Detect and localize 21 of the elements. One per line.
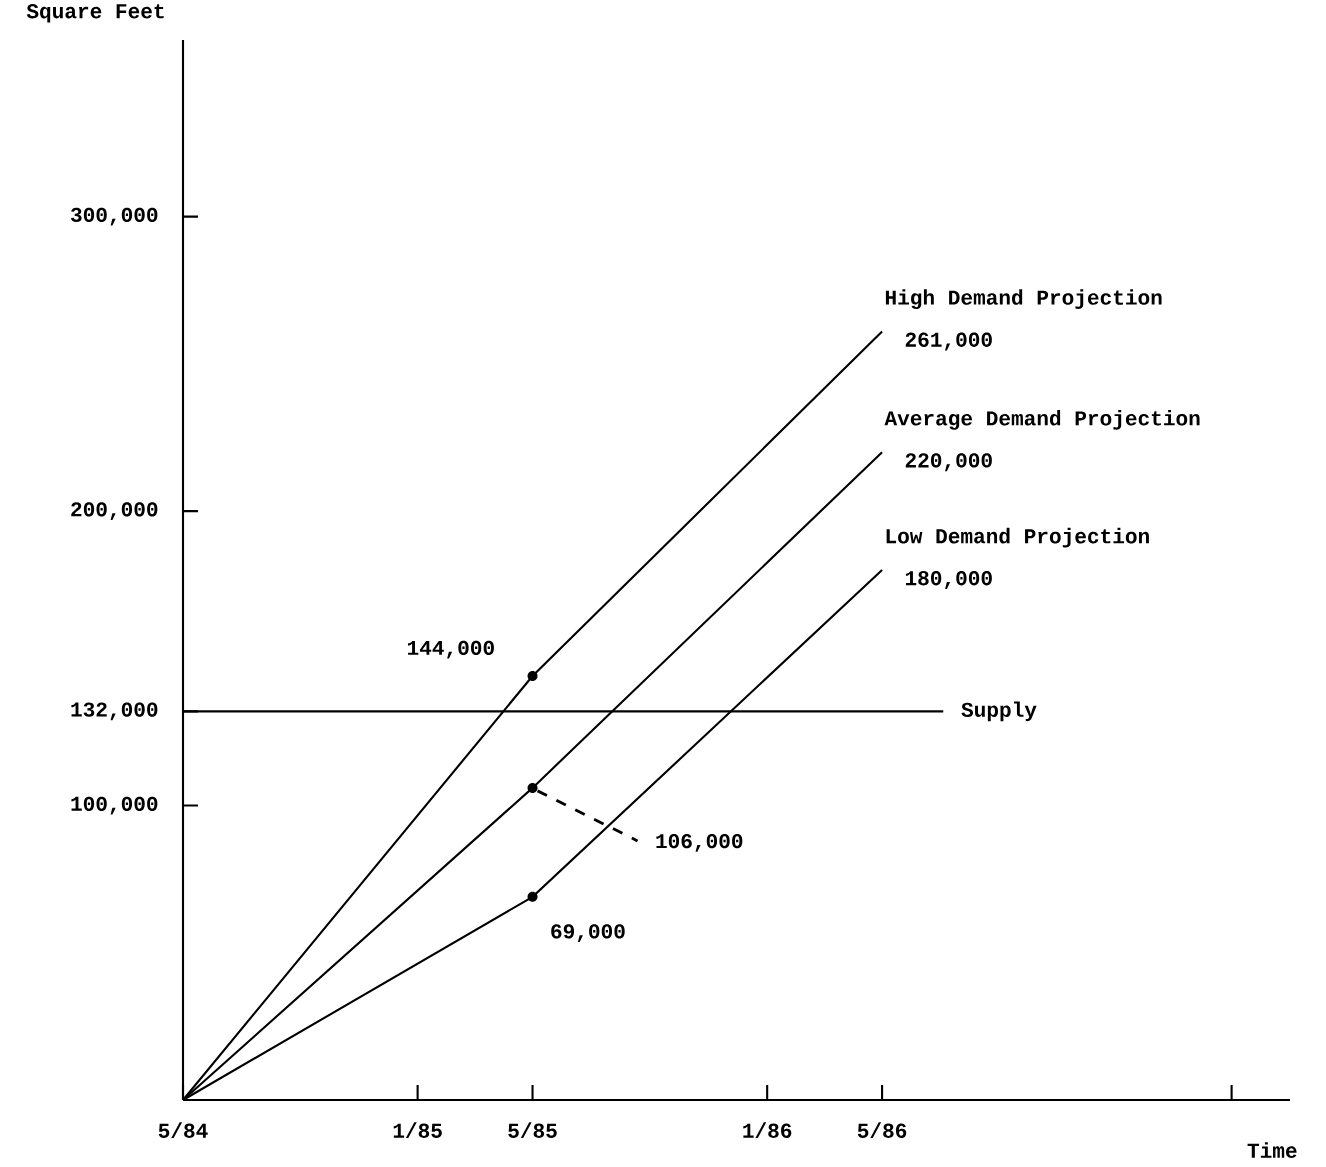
data-label: 106,000 [656, 833, 743, 852]
ref-line-label: Supply [961, 701, 1037, 722]
x-tick-label: 1/86 [743, 1122, 792, 1138]
x-tick-label: 1/85 [393, 1122, 442, 1138]
y-axis-title: Square Feet [26, 4, 164, 23]
y-tick-label: 200,000 [71, 502, 158, 521]
x-tick-label: 5/85 [508, 1122, 557, 1138]
y-tick-label: 300,000 [70, 207, 158, 226]
data-label: 180,000 [905, 571, 992, 589]
data-label: 144,000 [407, 640, 494, 659]
x-axis-title: Time [1247, 1142, 1297, 1158]
y-tick-label: 132,000 [71, 702, 158, 721]
series-label: Low Demand Projection [886, 527, 1149, 548]
x-tick-label: 5/86 [857, 1122, 907, 1138]
data-label: 261,000 [905, 332, 992, 351]
y-tick-label: 100,000 [71, 796, 158, 815]
x-tick-label: 5/84 [158, 1122, 208, 1138]
series-label: Average Demand Projection [884, 410, 1200, 430]
data-label: 220,000 [905, 453, 992, 472]
series-label: High Demand Projection [885, 289, 1162, 310]
data-label: 69,000 [551, 924, 625, 943]
